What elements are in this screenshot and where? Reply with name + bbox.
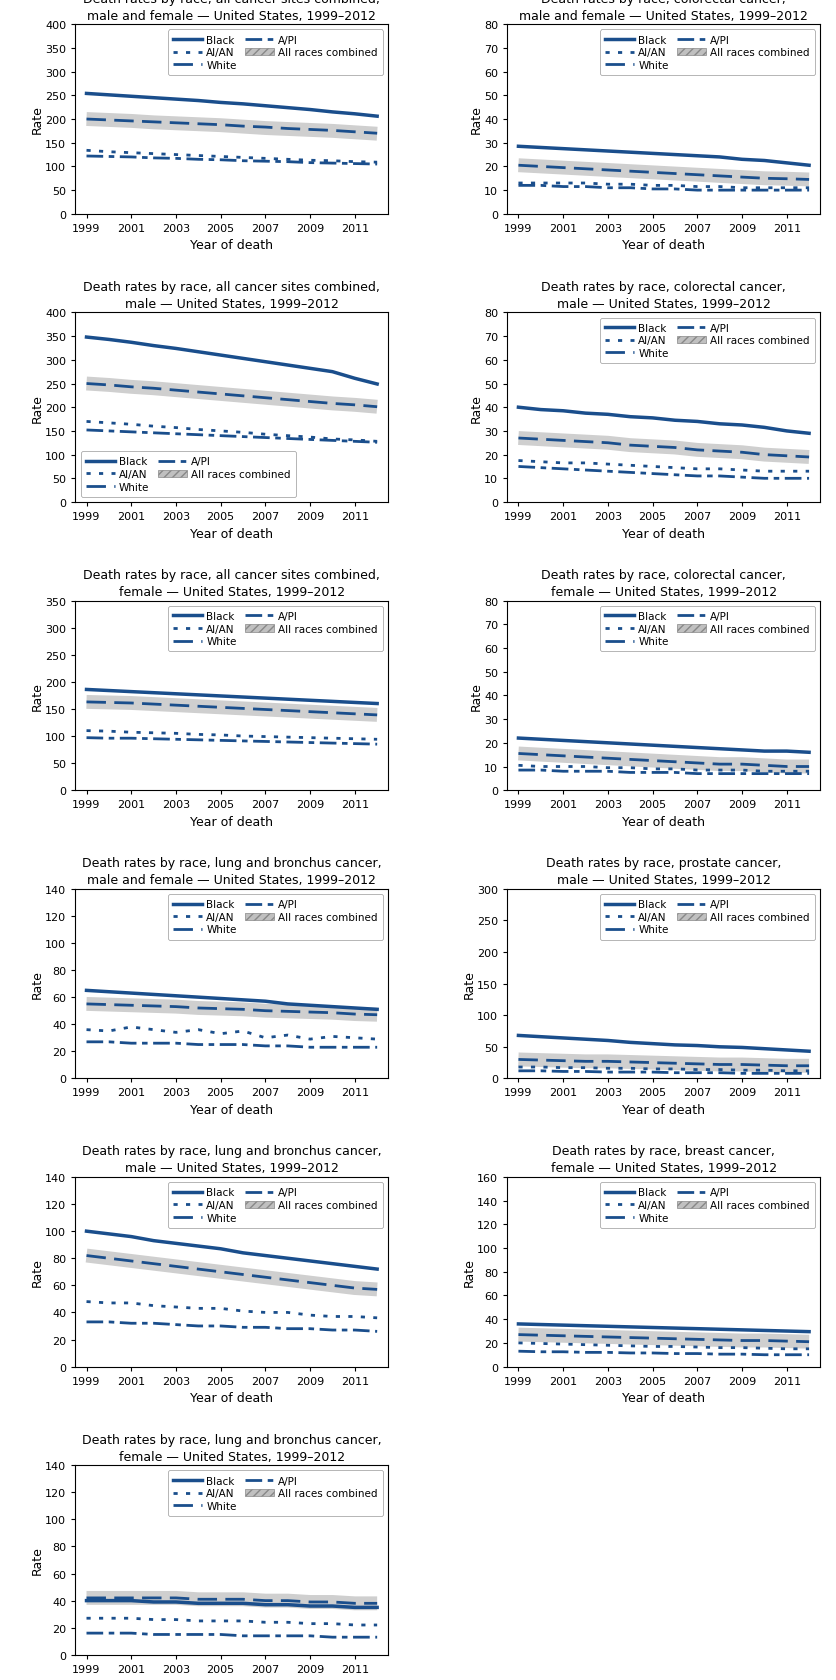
Legend: Black, AI/AN, White, A/PI, All races combined: Black, AI/AN, White, A/PI, All races com… (599, 606, 814, 652)
Legend: Black, AI/AN, White, A/PI, All races combined: Black, AI/AN, White, A/PI, All races com… (168, 1470, 383, 1515)
Title: Death rates by race, colorectal cancer,
female — United States, 1999–2012: Death rates by race, colorectal cancer, … (541, 570, 785, 598)
Y-axis label: Rate: Rate (469, 393, 482, 422)
X-axis label: Year of death: Year of death (621, 1104, 705, 1116)
Y-axis label: Rate: Rate (469, 682, 482, 711)
Legend: Black, AI/AN, White, A/PI, All races combined: Black, AI/AN, White, A/PI, All races com… (599, 319, 814, 365)
X-axis label: Year of death: Year of death (190, 1104, 273, 1116)
Y-axis label: Rate: Rate (31, 1546, 43, 1574)
Title: Death rates by race, all cancer sites combined,
male and female — United States,: Death rates by race, all cancer sites co… (84, 0, 380, 22)
Y-axis label: Rate: Rate (31, 393, 43, 422)
X-axis label: Year of death: Year of death (621, 239, 705, 252)
Y-axis label: Rate: Rate (31, 682, 43, 711)
Legend: Black, AI/AN, White, A/PI, All races combined: Black, AI/AN, White, A/PI, All races com… (168, 1183, 383, 1228)
X-axis label: Year of death: Year of death (190, 239, 273, 252)
X-axis label: Year of death: Year of death (190, 528, 273, 541)
X-axis label: Year of death: Year of death (621, 815, 705, 828)
Title: Death rates by race, all cancer sites combined,
male — United States, 1999–2012: Death rates by race, all cancer sites co… (84, 281, 380, 311)
Y-axis label: Rate: Rate (31, 1258, 43, 1287)
Title: Death rates by race, lung and bronchus cancer,
female — United States, 1999–2012: Death rates by race, lung and bronchus c… (82, 1433, 381, 1463)
Legend: Black, AI/AN, White, A/PI, All races combined: Black, AI/AN, White, A/PI, All races com… (599, 1183, 814, 1228)
Title: Death rates by race, colorectal cancer,
male — United States, 1999–2012: Death rates by race, colorectal cancer, … (541, 281, 785, 311)
X-axis label: Year of death: Year of death (621, 528, 705, 541)
X-axis label: Year of death: Year of death (190, 815, 273, 828)
Y-axis label: Rate: Rate (462, 1258, 475, 1287)
Legend: Black, AI/AN, White, A/PI, All races combined: Black, AI/AN, White, A/PI, All races com… (599, 894, 814, 941)
Title: Death rates by race, lung and bronchus cancer,
male — United States, 1999–2012: Death rates by race, lung and bronchus c… (82, 1144, 381, 1174)
X-axis label: Year of death: Year of death (190, 1391, 273, 1404)
Legend: Black, AI/AN, White, A/PI, All races combined: Black, AI/AN, White, A/PI, All races com… (168, 30, 383, 76)
Title: Death rates by race, colorectal cancer,
male and female — United States, 1999–20: Death rates by race, colorectal cancer, … (518, 0, 808, 22)
Title: Death rates by race, lung and bronchus cancer,
male and female — United States, : Death rates by race, lung and bronchus c… (82, 857, 381, 887)
Title: Death rates by race, breast cancer,
female — United States, 1999–2012: Death rates by race, breast cancer, fema… (550, 1144, 776, 1174)
Y-axis label: Rate: Rate (31, 106, 43, 134)
Title: Death rates by race, prostate cancer,
male — United States, 1999–2012: Death rates by race, prostate cancer, ma… (545, 857, 781, 887)
Legend: Black, AI/AN, White, A/PI, All races combined: Black, AI/AN, White, A/PI, All races com… (168, 894, 383, 941)
X-axis label: Year of death: Year of death (621, 1391, 705, 1404)
Legend: Black, AI/AN, White, A/PI, All races combined: Black, AI/AN, White, A/PI, All races com… (80, 452, 295, 497)
Y-axis label: Rate: Rate (469, 106, 482, 134)
Y-axis label: Rate: Rate (462, 969, 475, 998)
Y-axis label: Rate: Rate (31, 969, 43, 998)
Legend: Black, AI/AN, White, A/PI, All races combined: Black, AI/AN, White, A/PI, All races com… (599, 30, 814, 76)
Legend: Black, AI/AN, White, A/PI, All races combined: Black, AI/AN, White, A/PI, All races com… (168, 606, 383, 652)
Title: Death rates by race, all cancer sites combined,
female — United States, 1999–201: Death rates by race, all cancer sites co… (84, 570, 380, 598)
